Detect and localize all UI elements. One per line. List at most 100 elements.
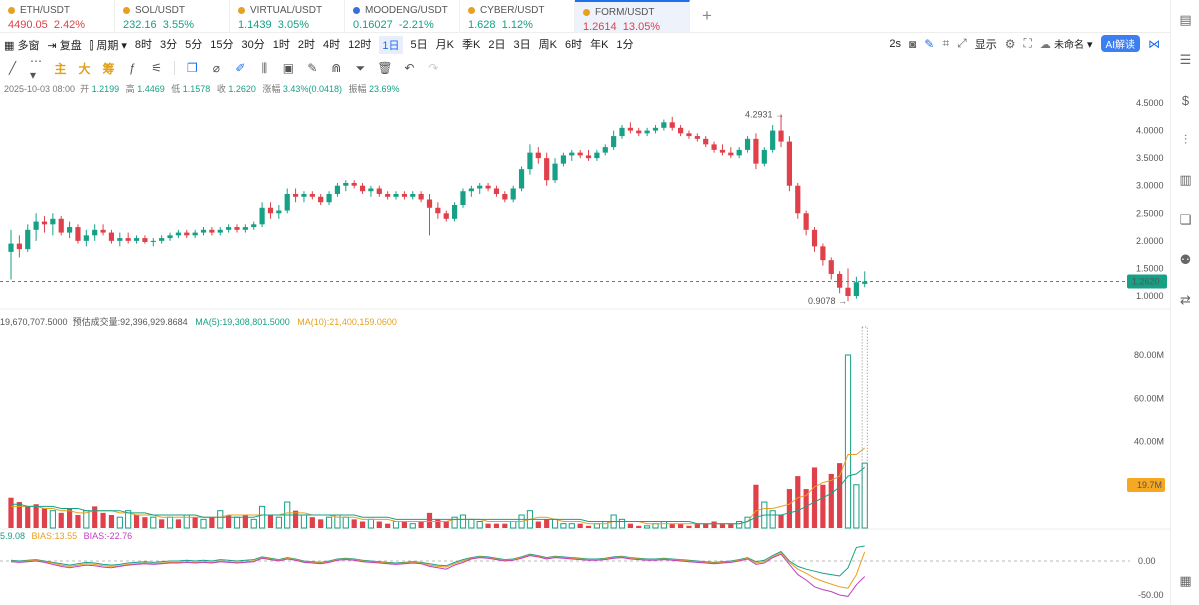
undo-icon[interactable]: ↶ [404, 61, 415, 75]
cloud-save-button[interactable]: ☁ 未命名 ▾ [1039, 39, 1093, 51]
draw-pencil-icon[interactable]: ✐ [235, 61, 246, 75]
price-axis-label: 4.0000 [1136, 126, 1164, 136]
redo-icon[interactable]: ↷ [428, 61, 439, 75]
lock-icon[interactable]: ▣ [282, 61, 295, 75]
ai-interpret-button[interactable]: AI解读 [1100, 35, 1140, 52]
candle-body [518, 169, 525, 189]
magnet-icon[interactable]: ⋒ [331, 61, 342, 75]
volume-bar [233, 516, 241, 529]
ticker-tab[interactable]: SOL/USDT 232.16 3.55% [115, 0, 230, 32]
ticker-tab[interactable]: CYBER/USDT 1.628 1.12% [460, 0, 575, 32]
volume-bar [502, 523, 508, 528]
multi-window-button[interactable]: ▦ 多窗 [4, 40, 40, 52]
share-icon[interactable]: ⋈ [1148, 36, 1160, 51]
candle-body [167, 235, 173, 239]
display-button[interactable]: 显示 [974, 38, 997, 51]
edit-icon[interactable]: ✎ [307, 61, 318, 75]
interval-option[interactable]: 3分 [160, 39, 178, 51]
drawing-toolbar: ╱ ⋯▾ 主 大 筹 ƒ ⚟ ❐ ⌀ ✐ ⫼ ▣ ✎ ⋒ ⏷ 🗑 ↶ ↷ [0, 54, 440, 82]
watchlist-icon[interactable]: ☰ [1179, 52, 1192, 67]
divider [174, 61, 175, 75]
interval-option[interactable]: 5日 [410, 39, 428, 51]
interval-option[interactable]: 2时 [297, 39, 316, 51]
ticker-symbol: CYBER/USDT [468, 5, 574, 16]
camera-icon[interactable]: ◙ [909, 36, 917, 51]
review-button[interactable]: ⇥ 复盘 [47, 40, 82, 52]
interval-option[interactable]: 6时 [564, 39, 583, 51]
candle-body [753, 138, 759, 164]
calendar-icon[interactable]: ▦ [1179, 573, 1192, 588]
candle-body [16, 243, 22, 250]
expand-icon[interactable]: ⛶ [1023, 36, 1032, 50]
candle-body [142, 238, 148, 242]
volume-bar [593, 523, 600, 529]
bias-axis-label: 0.00 [1138, 556, 1156, 566]
interval-option[interactable]: 1日 [379, 36, 403, 54]
interval-option[interactable]: 3日 [513, 39, 531, 51]
crop-icon[interactable]: ⌗ [942, 36, 950, 50]
interval-option[interactable]: 5分 [185, 39, 203, 51]
layout-icon[interactable]: ▤ [1179, 12, 1192, 27]
candle-body [33, 221, 39, 230]
candle-body [192, 232, 198, 236]
pen-icon[interactable]: ✎ [924, 36, 935, 51]
ticker-tab[interactable]: MOODENG/USDT 0.16027 -2.21% [345, 0, 460, 32]
candle-body [585, 155, 592, 159]
candle-body [669, 122, 675, 128]
chart-panel-icon[interactable]: ▥ [1179, 172, 1192, 187]
add-tab-icon[interactable]: + [702, 6, 712, 25]
main-force-button[interactable]: 主 [54, 61, 67, 76]
ticker-tab[interactable]: FORM/USDT 1.2614 13.05% [575, 0, 690, 33]
period-dropdown[interactable]: ⫿ 周期 ▾ [89, 40, 127, 52]
filter-icon[interactable]: ⏷ [355, 60, 366, 75]
candle-body [385, 193, 391, 197]
eraser-icon[interactable]: ⌀ [212, 61, 221, 75]
interval-option[interactable]: 月K [435, 39, 455, 51]
refresh-interval[interactable]: 2s [889, 37, 902, 50]
interval-option[interactable]: 1时 [272, 39, 290, 51]
interval-option[interactable]: 8时 [134, 39, 153, 51]
candle-body [837, 273, 843, 288]
interval-option[interactable]: 30分 [241, 39, 265, 51]
settings-icon[interactable]: ⚙ [1004, 36, 1016, 51]
interval-option[interactable]: 2日 [488, 39, 506, 51]
volume-bar [142, 517, 148, 528]
interval-option[interactable]: 12时 [348, 39, 372, 51]
volume-bar [376, 521, 382, 528]
price-chart[interactable]: 4.5000 4.0000 3.5000 3.0000 2.5000 2.0000 1.50… [0, 0, 1170, 605]
volume-bar [652, 523, 659, 529]
line-tool-icon[interactable]: ╱ [8, 61, 17, 75]
volume-axis-label: 40.00M [1134, 437, 1164, 447]
window-icon[interactable]: ❏ [1179, 212, 1192, 227]
interval-option[interactable]: 周K [538, 39, 557, 51]
trash-icon[interactable]: 🗑 [377, 61, 393, 75]
candle-body [686, 133, 692, 137]
ticker-tab[interactable]: VIRTUAL/USDT 1.1439 3.05% [230, 0, 345, 32]
orderbook-icon[interactable]: $ [1181, 92, 1190, 108]
chevron-down-icon: ▾ [1087, 39, 1093, 51]
volume-bar [275, 516, 282, 529]
stats-icon[interactable]: ⫶ [1183, 132, 1188, 147]
interval-option[interactable]: 15分 [210, 39, 234, 51]
copy-icon[interactable]: ❐ [187, 61, 198, 75]
interval-option[interactable]: 季K [462, 39, 481, 51]
volume-bar [166, 516, 174, 529]
candle-body [485, 185, 491, 189]
bot-icon[interactable]: ⚉ [1179, 252, 1192, 267]
volume-bar [811, 467, 818, 528]
interval-option[interactable]: 年K [590, 39, 609, 51]
fullscreen-icon[interactable]: ⤢ [957, 36, 967, 50]
indicator-icon[interactable]: ƒ [129, 61, 136, 75]
big-order-button[interactable]: 大 [78, 61, 91, 76]
candle-body [527, 152, 533, 170]
price-axis-label: 3.5000 [1136, 153, 1164, 163]
interval-option[interactable]: 1分 [616, 39, 634, 51]
ticker-tab[interactable]: ETH/USDT 4490.05 2.42% [0, 0, 115, 32]
compare-icon[interactable]: ⇄ [1180, 292, 1191, 307]
interval-option[interactable]: 4时 [323, 39, 341, 51]
candle-body [58, 218, 64, 233]
candle-body [368, 188, 374, 192]
candle-style-icon[interactable]: ⫼ [261, 60, 268, 75]
settings-sliders-icon[interactable]: ⚟ [151, 61, 162, 75]
chip-button[interactable]: 筹 [102, 61, 115, 76]
